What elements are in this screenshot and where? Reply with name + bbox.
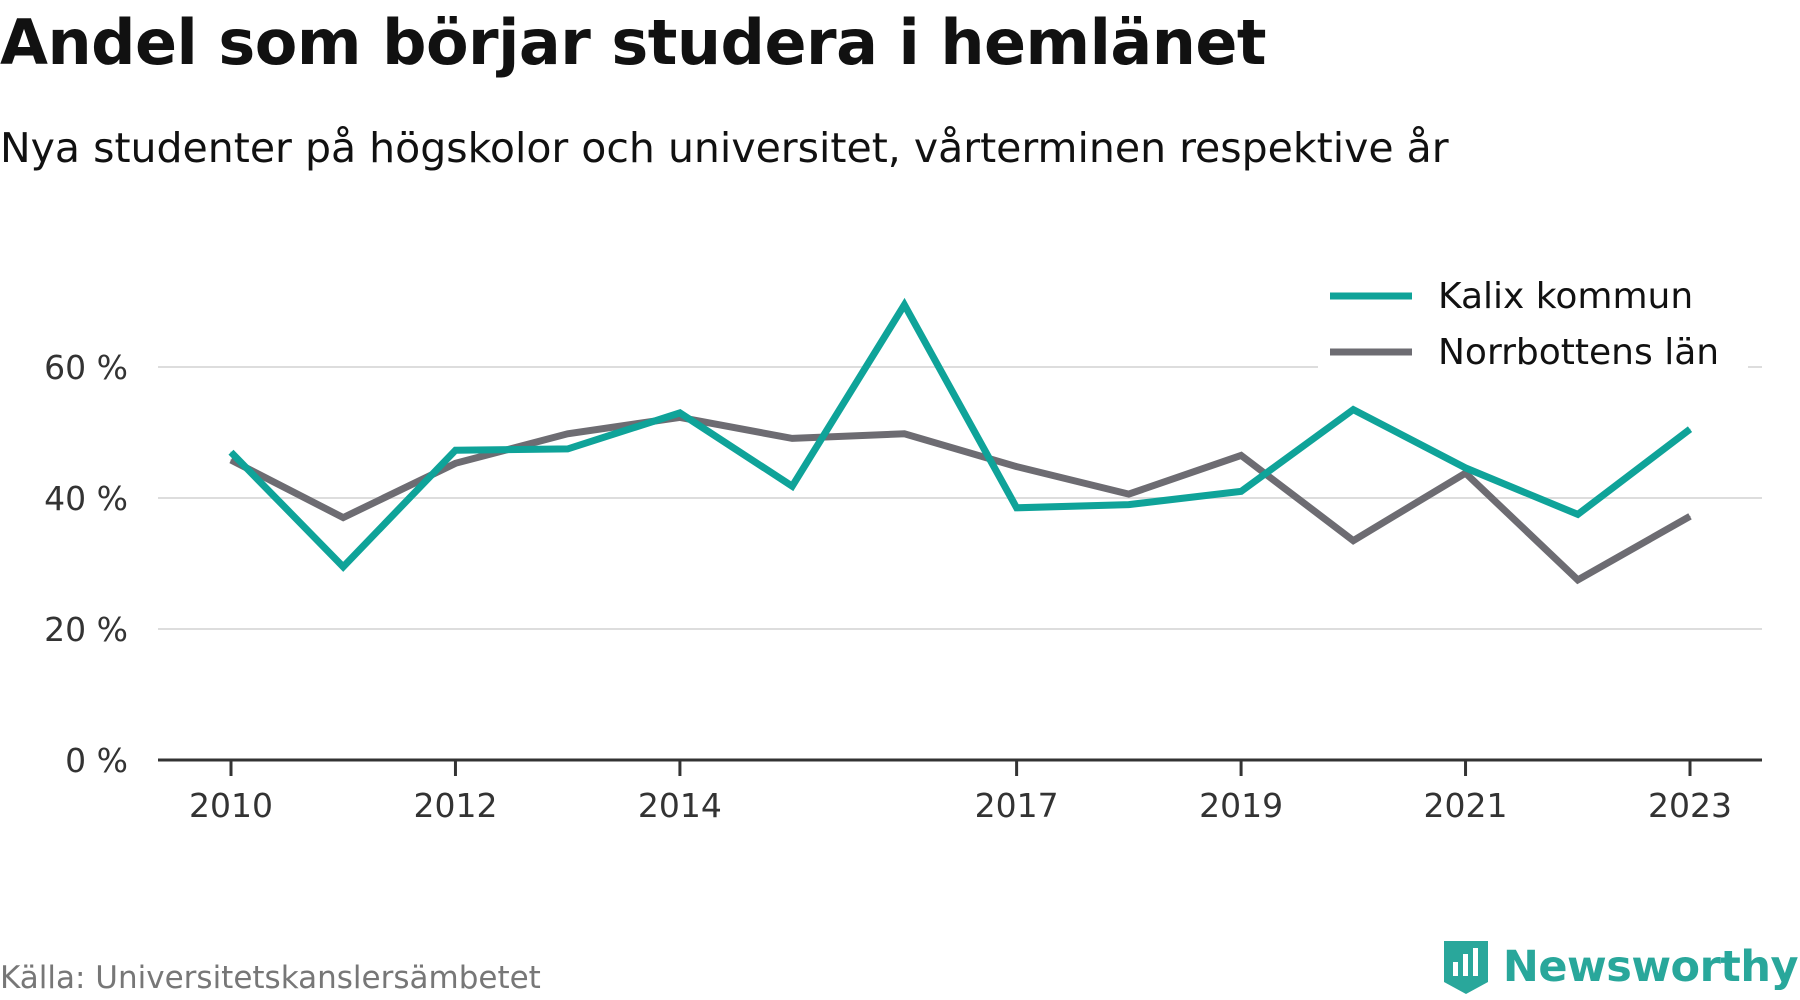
series-line [229,413,1692,585]
legend-background [1318,265,1748,377]
series-point [1689,428,1691,430]
series-point [454,462,456,464]
series-point [679,412,681,414]
y-tick-label: 20 % [44,610,128,649]
y-tick-label: 40 % [44,479,128,518]
x-tick-label: 2019 [1199,786,1283,825]
newsworthy-logo-icon [1443,941,1488,994]
series-point [567,433,569,435]
series-point [903,433,905,435]
x-tick-label: 2021 [1424,786,1508,825]
series-point [1689,515,1691,517]
series-point [1577,513,1579,515]
series-point [1016,466,1018,468]
series-point [342,566,344,568]
x-tick-label: 2017 [975,786,1059,825]
series-line [228,297,1693,572]
x-tick-label: 2023 [1648,786,1732,825]
series-lines [228,297,1693,585]
series-point [1240,490,1242,492]
series-point [342,517,344,519]
series-point [1465,467,1467,469]
legend-label: Kalix kommun [1438,276,1693,317]
series-point [1128,493,1130,495]
x-tick-label: 2010 [189,786,273,825]
chart-subtitle: Nya studenter på högskolor och universit… [0,124,1449,172]
series-point [1352,409,1354,411]
source-note: Källa: Universitetskanslersämbetet [0,960,541,996]
series-point [1352,540,1354,542]
series-point [1577,579,1579,581]
series-point [903,304,905,306]
axes: 0 % 20 % 40 % 60 % 2010 2012 2014 2017 2019 2021 2… [44,348,1762,825]
y-tick-label: 0 % [65,741,128,780]
series-point [1465,472,1467,474]
y-tick-label: 60 % [44,348,128,387]
series-point [1240,454,1242,456]
chart-title: Andel som börjar studera i hemlänet [0,6,1267,79]
legend: Kalix kommun Norrbottens län [1318,265,1748,377]
series-point [1016,507,1018,509]
series-point [230,459,232,461]
brand-name: Newsworthy [1502,942,1799,992]
legend-label: Norrbottens län [1438,332,1719,373]
series-point [230,451,232,453]
series-point [1128,504,1130,506]
x-tick-label: 2012 [413,786,497,825]
series-point [791,437,793,439]
brand-logo: Newsworthy [1441,938,1799,996]
series-point [454,449,456,451]
series-point [791,485,793,487]
x-tick-label: 2014 [638,786,722,825]
series-point [567,448,569,450]
